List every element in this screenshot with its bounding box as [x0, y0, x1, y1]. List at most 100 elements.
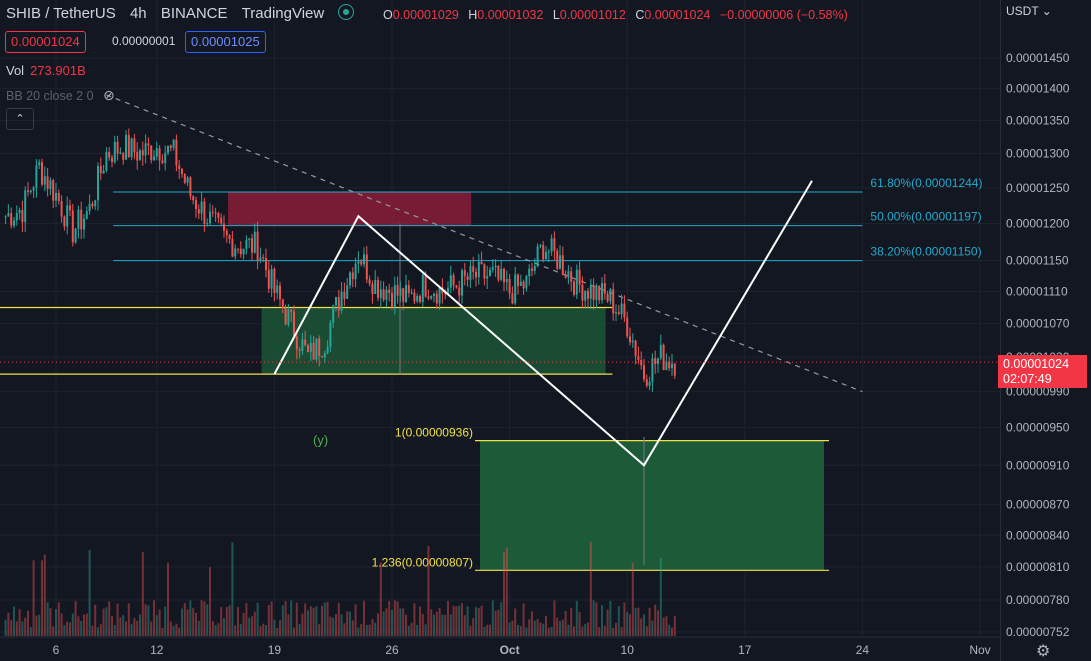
- volume-bar: [155, 615, 158, 636]
- indicator-legend[interactable]: BB 20 close 2 0 ⊘: [6, 87, 115, 104]
- candle-body: [617, 312, 620, 315]
- candle-body: [29, 190, 32, 193]
- volume-bar: [309, 606, 312, 636]
- candle-body: [49, 180, 52, 189]
- volume-bar: [223, 618, 225, 636]
- volume-bar: [463, 615, 466, 636]
- candle-body: [475, 271, 477, 278]
- indicator-label[interactable]: BB 20 close 2 0: [6, 89, 94, 103]
- supply-zone: [228, 191, 472, 226]
- volume-bar: [385, 608, 388, 636]
- candle-body: [279, 285, 281, 300]
- volume-bar: [382, 611, 385, 636]
- time-tick-label: 19: [268, 643, 282, 657]
- candle-body: [631, 340, 634, 343]
- symbol-name[interactable]: SHIB / TetherUS: [6, 5, 116, 22]
- volume-bar: [217, 623, 220, 636]
- candle-body: [239, 248, 242, 255]
- candle-body: [511, 293, 514, 304]
- volume-bar: [668, 624, 671, 636]
- volume-bar: [85, 613, 88, 636]
- extension-level-label: 1.236(0.00000807): [372, 555, 473, 569]
- candle-body: [550, 238, 553, 252]
- candle-body: [321, 355, 323, 358]
- candle-body: [206, 223, 209, 225]
- currency-selector[interactable]: USDT ⌄: [1006, 4, 1052, 18]
- volume-bar: [531, 611, 533, 636]
- candle-body: [480, 261, 483, 265]
- volume-bar: [673, 615, 676, 636]
- candle-body: [486, 276, 489, 279]
- candle-body: [318, 338, 321, 356]
- volume-bar: [237, 607, 239, 636]
- settings-gear-icon[interactable]: ⚙: [1036, 643, 1051, 660]
- price-axis[interactable]: [1000, 0, 1091, 661]
- candle-body: [391, 292, 393, 307]
- candle-body: [60, 201, 63, 217]
- candle-body: [346, 285, 349, 299]
- candle-body: [287, 309, 290, 325]
- volume-bar: [629, 614, 631, 636]
- volume-bar: [612, 627, 615, 636]
- candle-body: [97, 166, 99, 201]
- candle-body: [74, 228, 77, 243]
- candle-body: [573, 281, 575, 295]
- candle-body: [83, 218, 85, 230]
- candle-body: [472, 266, 475, 272]
- candle-body: [217, 212, 220, 218]
- volume-bar: [46, 602, 49, 636]
- volume-bar: [91, 625, 94, 636]
- eye-hidden-icon[interactable]: ⊘: [103, 87, 115, 103]
- candle-body: [416, 295, 419, 302]
- candle-body: [94, 200, 97, 207]
- candle-body: [15, 213, 18, 221]
- interval[interactable]: 4h: [129, 5, 147, 22]
- volume-bar: [147, 605, 150, 636]
- candle-body: [385, 289, 388, 300]
- candle-body: [413, 292, 416, 302]
- volume-bar: [447, 600, 449, 636]
- candle-body: [659, 344, 662, 359]
- sell-button[interactable]: 0.00001024: [5, 31, 86, 53]
- chart-header: SHIB / TetherUS 4h BINANCE TradingView: [6, 4, 355, 22]
- volume-bar: [60, 613, 63, 636]
- candle-body: [108, 152, 111, 158]
- volume-bar: [363, 600, 365, 636]
- candle-body: [547, 251, 550, 253]
- candle-body: [273, 268, 276, 293]
- candle-body: [248, 238, 251, 240]
- candle-body: [466, 276, 469, 280]
- volume-bar: [595, 602, 598, 636]
- candle-body: [130, 138, 133, 158]
- collapse-legend-button[interactable]: ⌃: [6, 108, 34, 130]
- fib-level-label: 38.20%(0.00001150): [870, 245, 981, 259]
- volume-bar: [514, 608, 517, 636]
- volume-bar: [41, 560, 43, 636]
- fib-level-label: 61.80%(0.00001244): [870, 176, 982, 190]
- candle-body: [52, 180, 55, 201]
- candle-body: [242, 248, 245, 255]
- volume-bar: [519, 626, 522, 636]
- candle-body: [13, 220, 15, 226]
- candle-body: [304, 339, 307, 346]
- candle-body: [433, 293, 435, 297]
- candle-body: [150, 145, 153, 161]
- close-label: C: [635, 8, 645, 22]
- candle-body: [494, 265, 497, 268]
- volume-bar: [290, 600, 293, 636]
- volume-bar: [615, 622, 617, 636]
- volume-bar: [167, 562, 169, 636]
- buy-button[interactable]: 0.00001025: [185, 31, 266, 53]
- candle-body: [127, 134, 130, 158]
- volume-bar: [648, 608, 651, 636]
- candle-body: [402, 288, 405, 302]
- candle-body: [63, 216, 66, 227]
- demand-lower-zone: [480, 440, 824, 571]
- candle-body: [24, 190, 27, 222]
- candle-body: [592, 285, 595, 300]
- volume-bar: [458, 605, 461, 636]
- candle-body: [220, 217, 223, 224]
- volume-bar: [511, 620, 514, 636]
- candle-body: [405, 285, 407, 302]
